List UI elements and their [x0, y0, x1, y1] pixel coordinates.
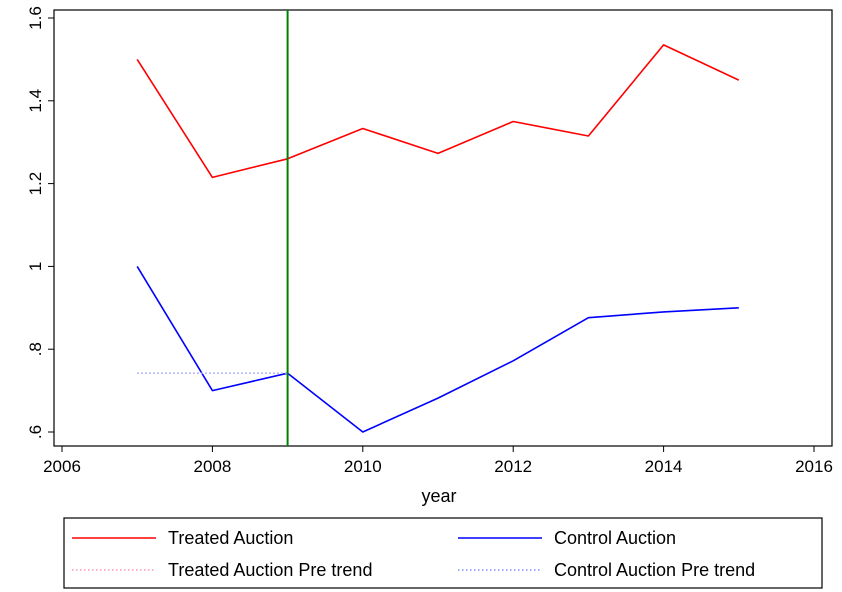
x-tick-label: 2010	[344, 457, 382, 476]
legend-label-1: Treated Auction	[168, 528, 293, 548]
x-axis-title: year	[421, 486, 456, 506]
legend-label-4: Control Auction Pre trend	[554, 560, 755, 580]
y-axis: .6 .8 1 1.2 1.4 1.6	[26, 6, 54, 439]
y-tick-label: .6	[26, 425, 45, 439]
legend-box	[63, 517, 823, 589]
x-tick-label: 2012	[494, 457, 532, 476]
series-line-1	[136, 44, 740, 179]
series-line-2	[136, 265, 739, 433]
x-tick-label: 2008	[193, 457, 231, 476]
legend: Treated Auction Control Auction Treated Au…	[72, 528, 755, 580]
legend-label-2: Control Auction	[554, 528, 676, 548]
y-tick-label: 1.2	[26, 172, 45, 196]
series-layer	[136, 44, 740, 433]
y-tick-label: 1	[26, 262, 45, 271]
y-tick-label: 1.6	[26, 6, 45, 30]
x-tick-label: 2014	[645, 457, 683, 476]
y-tick-label: 1.4	[26, 89, 45, 113]
plot-frame	[53, 9, 833, 447]
x-tick-label: 2006	[43, 457, 81, 476]
x-tick-label: 2016	[795, 457, 833, 476]
y-tick-label: .8	[26, 342, 45, 356]
legend-label-3: Treated Auction Pre trend	[168, 560, 372, 580]
x-axis: 2006 2008 2010 2012 2014 2016	[43, 446, 833, 476]
